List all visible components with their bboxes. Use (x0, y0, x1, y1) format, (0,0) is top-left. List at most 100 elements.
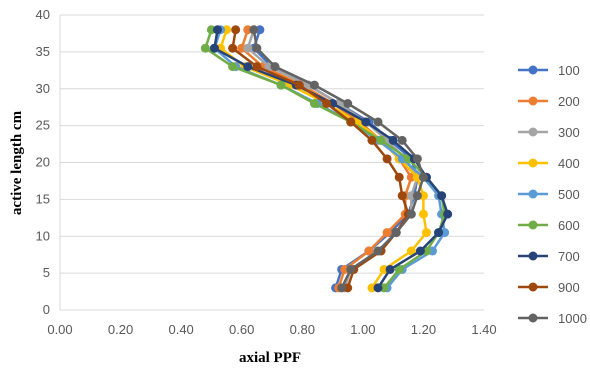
legend-marker (528, 189, 538, 199)
legend-marker (528, 96, 538, 106)
x-tick-label: 0.80 (290, 322, 315, 337)
data-point (394, 264, 404, 274)
legend-label: 900 (558, 280, 580, 295)
data-point (346, 117, 356, 127)
legend-item-900: 900 (518, 280, 580, 295)
data-point (412, 191, 422, 201)
data-point (397, 135, 407, 145)
data-point (309, 99, 319, 108)
legend-label: 600 (558, 218, 580, 233)
data-point (200, 43, 210, 53)
legend-item-400: 400 (518, 156, 580, 171)
data-point (406, 209, 416, 219)
data-point (388, 135, 398, 145)
legend-marker (528, 282, 538, 292)
x-tick-label: 0.00 (47, 322, 72, 337)
data-point (437, 191, 447, 201)
data-point (376, 135, 386, 145)
legend-label: 1000 (558, 311, 587, 326)
data-point (443, 209, 453, 219)
data-point (367, 135, 377, 145)
gridlines (60, 14, 484, 274)
data-point (373, 117, 383, 127)
legend-item-200: 200 (518, 94, 580, 109)
data-point (243, 43, 253, 53)
legend-item-100: 100 (518, 63, 580, 78)
y-tick-label: 10 (36, 228, 50, 243)
data-point (434, 228, 444, 238)
data-point (252, 62, 262, 72)
x-tick-label: 0.40 (168, 322, 193, 337)
y-tick-label: 15 (36, 191, 50, 206)
y-tick-label: 25 (36, 118, 50, 133)
y-tick-label: 0 (43, 302, 50, 317)
x-tick-label: 1.40 (471, 322, 496, 337)
legend-marker (528, 220, 538, 230)
legend-label: 700 (558, 249, 580, 264)
data-point (421, 228, 431, 238)
series-900 (228, 25, 413, 293)
y-tick-label: 5 (43, 265, 50, 280)
data-point (373, 283, 383, 293)
legend-label: 500 (558, 187, 580, 202)
data-point (309, 80, 319, 90)
data-point (382, 154, 392, 164)
data-point (209, 43, 219, 53)
data-point (231, 25, 241, 35)
data-point (337, 283, 347, 293)
data-point (415, 246, 425, 256)
x-tick-label: 0.60 (229, 322, 254, 337)
data-point (391, 228, 401, 238)
data-point (249, 25, 259, 35)
data-point (397, 191, 407, 201)
legend-item-1000: 1000 (518, 311, 587, 326)
series-layer (200, 25, 453, 293)
data-point (394, 172, 404, 182)
legend-marker (528, 127, 538, 137)
data-point (270, 62, 280, 72)
data-point (418, 209, 428, 219)
legend-item-500: 500 (518, 187, 580, 202)
data-point (212, 25, 222, 35)
data-point (364, 246, 374, 256)
legend-label: 100 (558, 63, 580, 78)
legend: 100 200 300 400 500 600 700 900 1000 (518, 63, 587, 326)
x-tick-label: 1.20 (411, 322, 436, 337)
data-point (252, 43, 262, 53)
legend-label: 200 (558, 94, 580, 109)
x-tick-label: 1.00 (350, 322, 375, 337)
legend-marker (528, 158, 538, 168)
data-point (385, 264, 395, 274)
data-point (243, 62, 253, 72)
y-tick-label: 20 (36, 155, 50, 170)
legend-label: 400 (558, 156, 580, 171)
data-point (412, 154, 422, 164)
tick-labels: 0 5 10 15 20 25 30 35 40 0.00 0.20 0.40 0.60 0.80 1.00… (36, 7, 497, 337)
data-point (276, 80, 286, 90)
legend-item-300: 300 (518, 125, 580, 140)
data-point (228, 62, 238, 72)
x-tick-label: 0.20 (108, 322, 133, 337)
data-point (361, 117, 371, 127)
data-point (294, 80, 304, 90)
data-point (418, 172, 428, 182)
data-point (343, 99, 353, 108)
data-point (373, 246, 383, 256)
legend-item-600: 600 (518, 218, 580, 233)
axes (59, 15, 484, 311)
data-point (346, 264, 356, 274)
legend-label: 300 (558, 125, 580, 140)
x-axis-title: axial PPF (239, 350, 301, 366)
data-point (322, 99, 332, 108)
legend-marker (528, 65, 538, 75)
series-1000 (249, 25, 428, 293)
legend-marker (528, 313, 538, 323)
y-tick-label: 35 (36, 44, 50, 59)
data-point (228, 43, 238, 53)
data-point (406, 246, 416, 256)
legend-marker (528, 251, 538, 261)
y-axis-title: active length cm (9, 110, 25, 215)
y-tick-label: 40 (36, 7, 50, 22)
y-tick-label: 30 (36, 81, 50, 96)
